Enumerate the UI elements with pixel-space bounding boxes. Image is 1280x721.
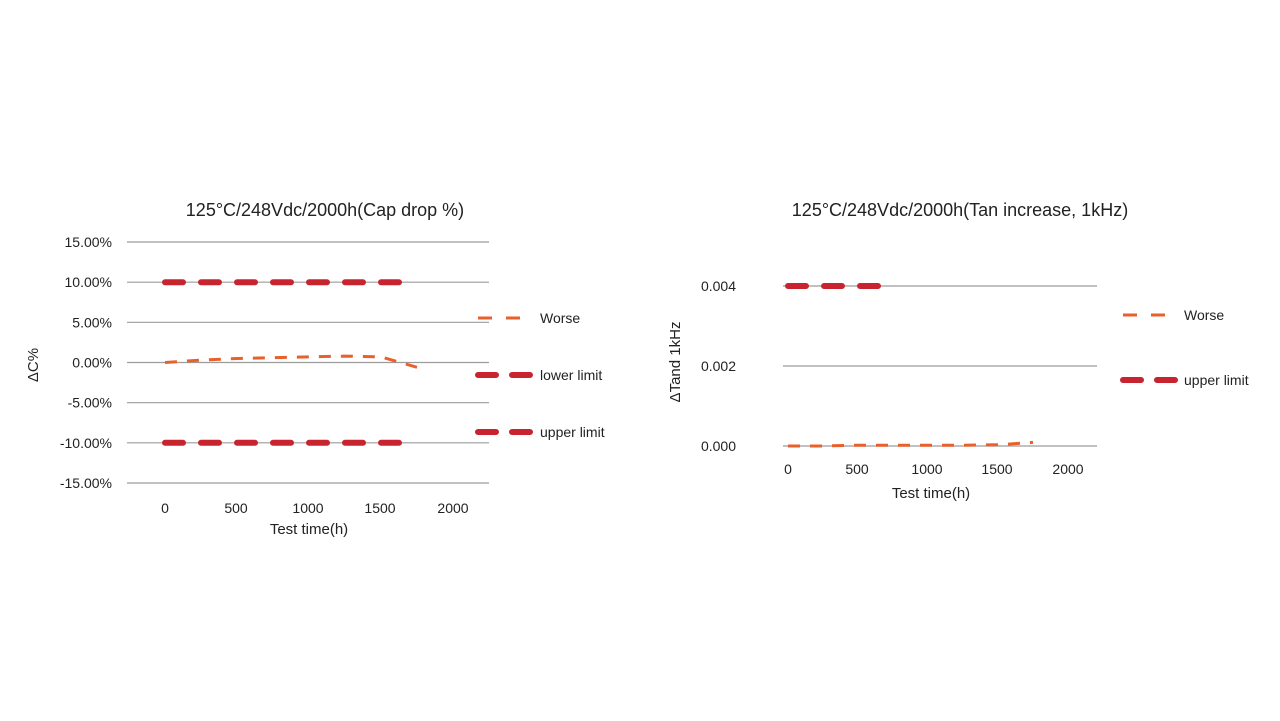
x-tick-label: 0 — [161, 500, 169, 516]
y-tick-label: 10.00% — [65, 274, 112, 290]
y-tick-label: -10.00% — [60, 435, 112, 451]
y-tick-label: 5.00% — [72, 314, 112, 330]
series-line — [788, 440, 1034, 448]
y-tick-label: 0.004 — [701, 278, 736, 294]
y-tick-label: -15.00% — [60, 475, 112, 491]
y-tick-label: 15.00% — [65, 234, 112, 250]
y-tick-label: 0.00% — [72, 355, 112, 371]
x-axis-label: Test time(h) — [270, 521, 348, 538]
y-tick-label: -5.00% — [68, 395, 112, 411]
legend-label: upper limit — [1184, 372, 1249, 388]
x-tick-label: 500 — [845, 461, 869, 477]
series-worse — [164, 354, 418, 369]
x-tick-label: 2000 — [437, 500, 468, 516]
chart-title: 125°C/248Vdc/2000h(Tan increase, 1kHz) — [792, 200, 1128, 220]
chart-title: 125°C/248Vdc/2000h(Cap drop %) — [186, 200, 464, 220]
x-tick-label: 1000 — [292, 500, 323, 516]
x-tick-label: 500 — [224, 500, 248, 516]
series-line — [164, 354, 418, 369]
x-tick-label: 0 — [784, 461, 792, 477]
legend-label: upper limit — [540, 424, 605, 440]
x-tick-label: 1000 — [911, 461, 942, 477]
x-axis-label: Test time(h) — [892, 485, 970, 502]
legend-label: lower limit — [540, 367, 602, 383]
x-tick-label: 2000 — [1052, 461, 1083, 477]
cap-drop-chart: 125°C/248Vdc/2000h(Cap drop %) Test time… — [25, 200, 605, 538]
x-tick-label: 1500 — [364, 500, 395, 516]
legend-label: Worse — [540, 310, 580, 326]
x-tick-label: 1500 — [981, 461, 1012, 477]
y-tick-label: 0.000 — [701, 438, 736, 454]
y-axis-label: ΔTand 1kHz — [667, 322, 684, 403]
series-worse — [787, 440, 1034, 448]
tan-increase-chart: 125°C/248Vdc/2000h(Tan increase, 1kHz) T… — [667, 200, 1249, 502]
y-axis-label: ΔC% — [25, 348, 42, 382]
legend-label: Worse — [1184, 307, 1224, 323]
y-tick-label: 0.002 — [701, 358, 736, 374]
